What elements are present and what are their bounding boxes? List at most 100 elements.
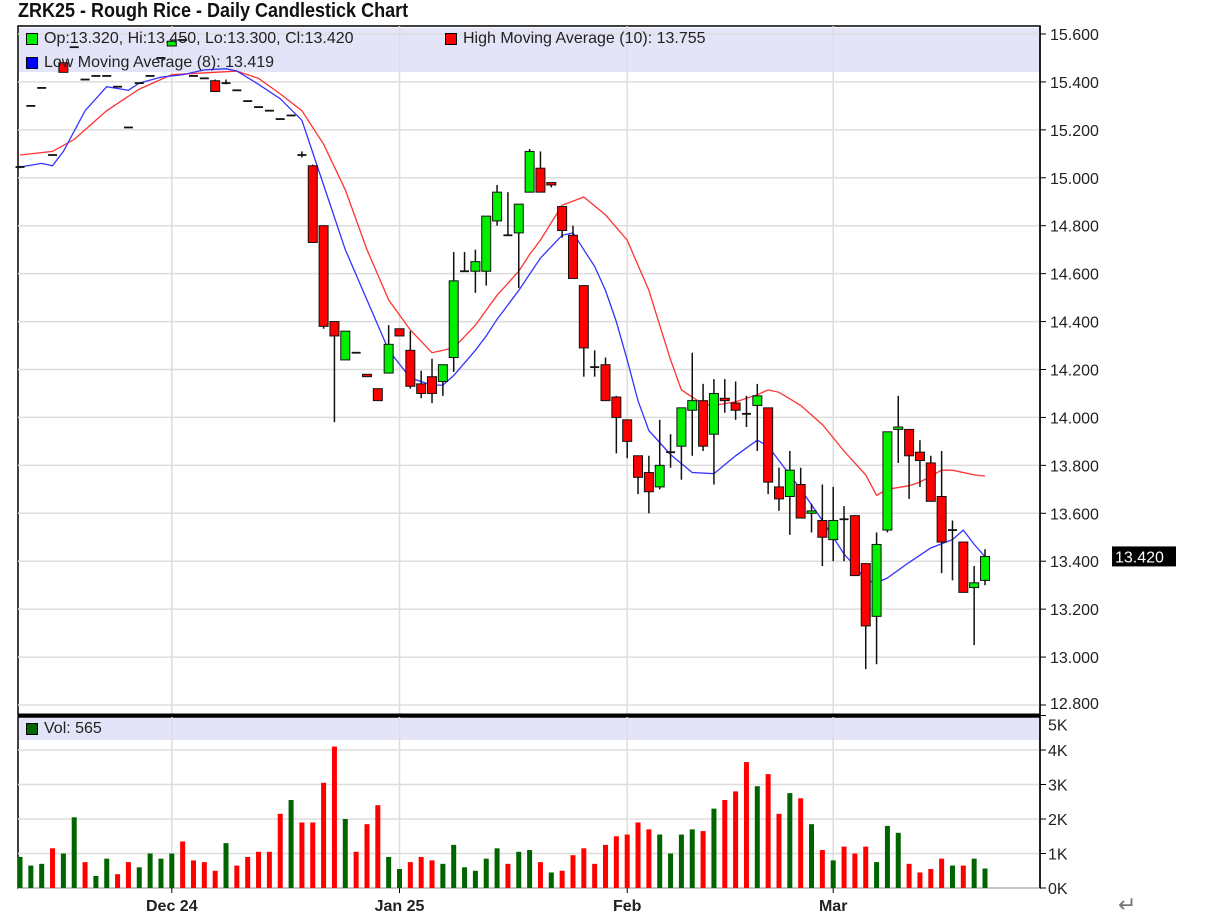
volume-bar <box>180 841 186 888</box>
volume-bar <box>592 863 598 888</box>
price-tick-label: 15.000 <box>1050 171 1099 188</box>
candle <box>492 184 503 226</box>
chart-title: ZRK25 - Rough Rice - Daily Candlestick C… <box>18 0 409 22</box>
candle-body <box>817 519 828 538</box>
volume-bar <box>472 870 478 888</box>
candle-body <box>600 364 611 402</box>
candle-body <box>806 510 817 514</box>
price-tick-label: 14.200 <box>1050 363 1099 380</box>
candle <box>708 379 719 485</box>
volume-bar <box>147 853 153 888</box>
last-price-marker <box>1112 546 1176 567</box>
volume-bar <box>841 846 847 888</box>
candle <box>817 484 828 567</box>
price-tick-label: 15.400 <box>1050 75 1099 92</box>
volume-bar <box>245 856 251 888</box>
volume-bar <box>321 782 327 888</box>
volume-tick-label: 4K <box>1048 743 1068 760</box>
volume-bar <box>711 808 717 888</box>
volume-bar <box>288 800 294 888</box>
candle-body <box>416 383 427 394</box>
candle-body <box>698 400 709 447</box>
candle <box>470 249 481 293</box>
candle-body <box>914 451 925 462</box>
candle <box>318 225 329 329</box>
candle <box>719 379 730 413</box>
volume-bar <box>863 846 869 888</box>
candle <box>513 203 524 289</box>
volume-bar <box>624 834 630 888</box>
candle <box>741 395 751 428</box>
candle-body <box>210 80 221 93</box>
candle <box>730 381 741 420</box>
candle-body <box>58 62 69 73</box>
candle-body <box>524 150 535 193</box>
volume-bar <box>548 872 554 888</box>
volume-bar <box>570 855 576 888</box>
volume-tick-label: 1K <box>1048 847 1068 864</box>
candle <box>654 419 665 490</box>
candle-body <box>925 462 936 502</box>
candle <box>773 467 784 511</box>
ohlc-legend: Op:13.320, Hi:13.450, Lo:13.300, Cl:13.4… <box>26 30 354 48</box>
volume-bar <box>559 870 565 888</box>
volume-bar <box>418 856 424 888</box>
volume-bar <box>375 805 381 888</box>
candle-body <box>405 349 416 387</box>
candle-body <box>546 182 557 186</box>
volume-bar <box>613 836 619 888</box>
volume-bar <box>125 862 131 888</box>
volume-bar <box>494 848 500 888</box>
volume-bar <box>581 848 587 888</box>
volume-tick-label: 3K <box>1048 778 1068 795</box>
candle-body <box>383 343 394 374</box>
last-price-label: 13.420 <box>1115 549 1164 566</box>
ohlc-legend-text: Op:13.320, Hi:13.450, Lo:13.300, Cl:13.4… <box>44 30 354 47</box>
volume-bar <box>657 834 663 888</box>
volume-bar <box>917 872 923 888</box>
candle-body <box>708 392 719 435</box>
volume-bar <box>71 817 77 888</box>
volume-bar <box>537 862 543 888</box>
candle-body <box>784 469 795 498</box>
candle-body <box>427 376 438 394</box>
date-tick-label: Mar <box>819 898 847 915</box>
candle <box>806 503 817 533</box>
price-legend-band <box>19 28 1039 72</box>
volume-bar <box>830 860 836 888</box>
candle <box>925 455 936 502</box>
candle-body <box>893 426 904 430</box>
candle-body <box>969 582 980 589</box>
candle <box>221 79 231 85</box>
candle <box>600 357 611 402</box>
candle <box>871 532 882 665</box>
volume-bar <box>386 856 392 888</box>
volume-bar <box>104 858 110 888</box>
volume-bar <box>266 851 272 888</box>
candle-body <box>763 407 774 483</box>
candle <box>297 151 307 158</box>
volume-bar <box>169 853 175 888</box>
candle-body <box>773 486 784 500</box>
candle-body <box>318 225 329 327</box>
candle-body <box>654 464 665 488</box>
candle <box>795 467 806 519</box>
volume-tick-label: 5K <box>1048 718 1068 735</box>
price-tick-label: 14.600 <box>1050 267 1099 284</box>
volume-bar <box>971 858 977 888</box>
volume-bar <box>939 858 945 888</box>
date-tick-label: Dec 24 <box>146 898 198 915</box>
candle <box>980 549 990 586</box>
candle-body <box>795 484 806 519</box>
candle-body <box>307 165 318 243</box>
low-ma-swatch-icon <box>26 57 38 69</box>
volume-bar <box>299 822 305 888</box>
candle-body <box>513 203 524 234</box>
volume-bar <box>223 843 229 888</box>
volume-bar <box>722 800 728 888</box>
volume-bar <box>234 865 240 888</box>
candle <box>448 252 459 372</box>
candle-body <box>958 541 969 593</box>
up-candle-swatch-icon <box>26 33 38 45</box>
candle <box>784 450 795 535</box>
